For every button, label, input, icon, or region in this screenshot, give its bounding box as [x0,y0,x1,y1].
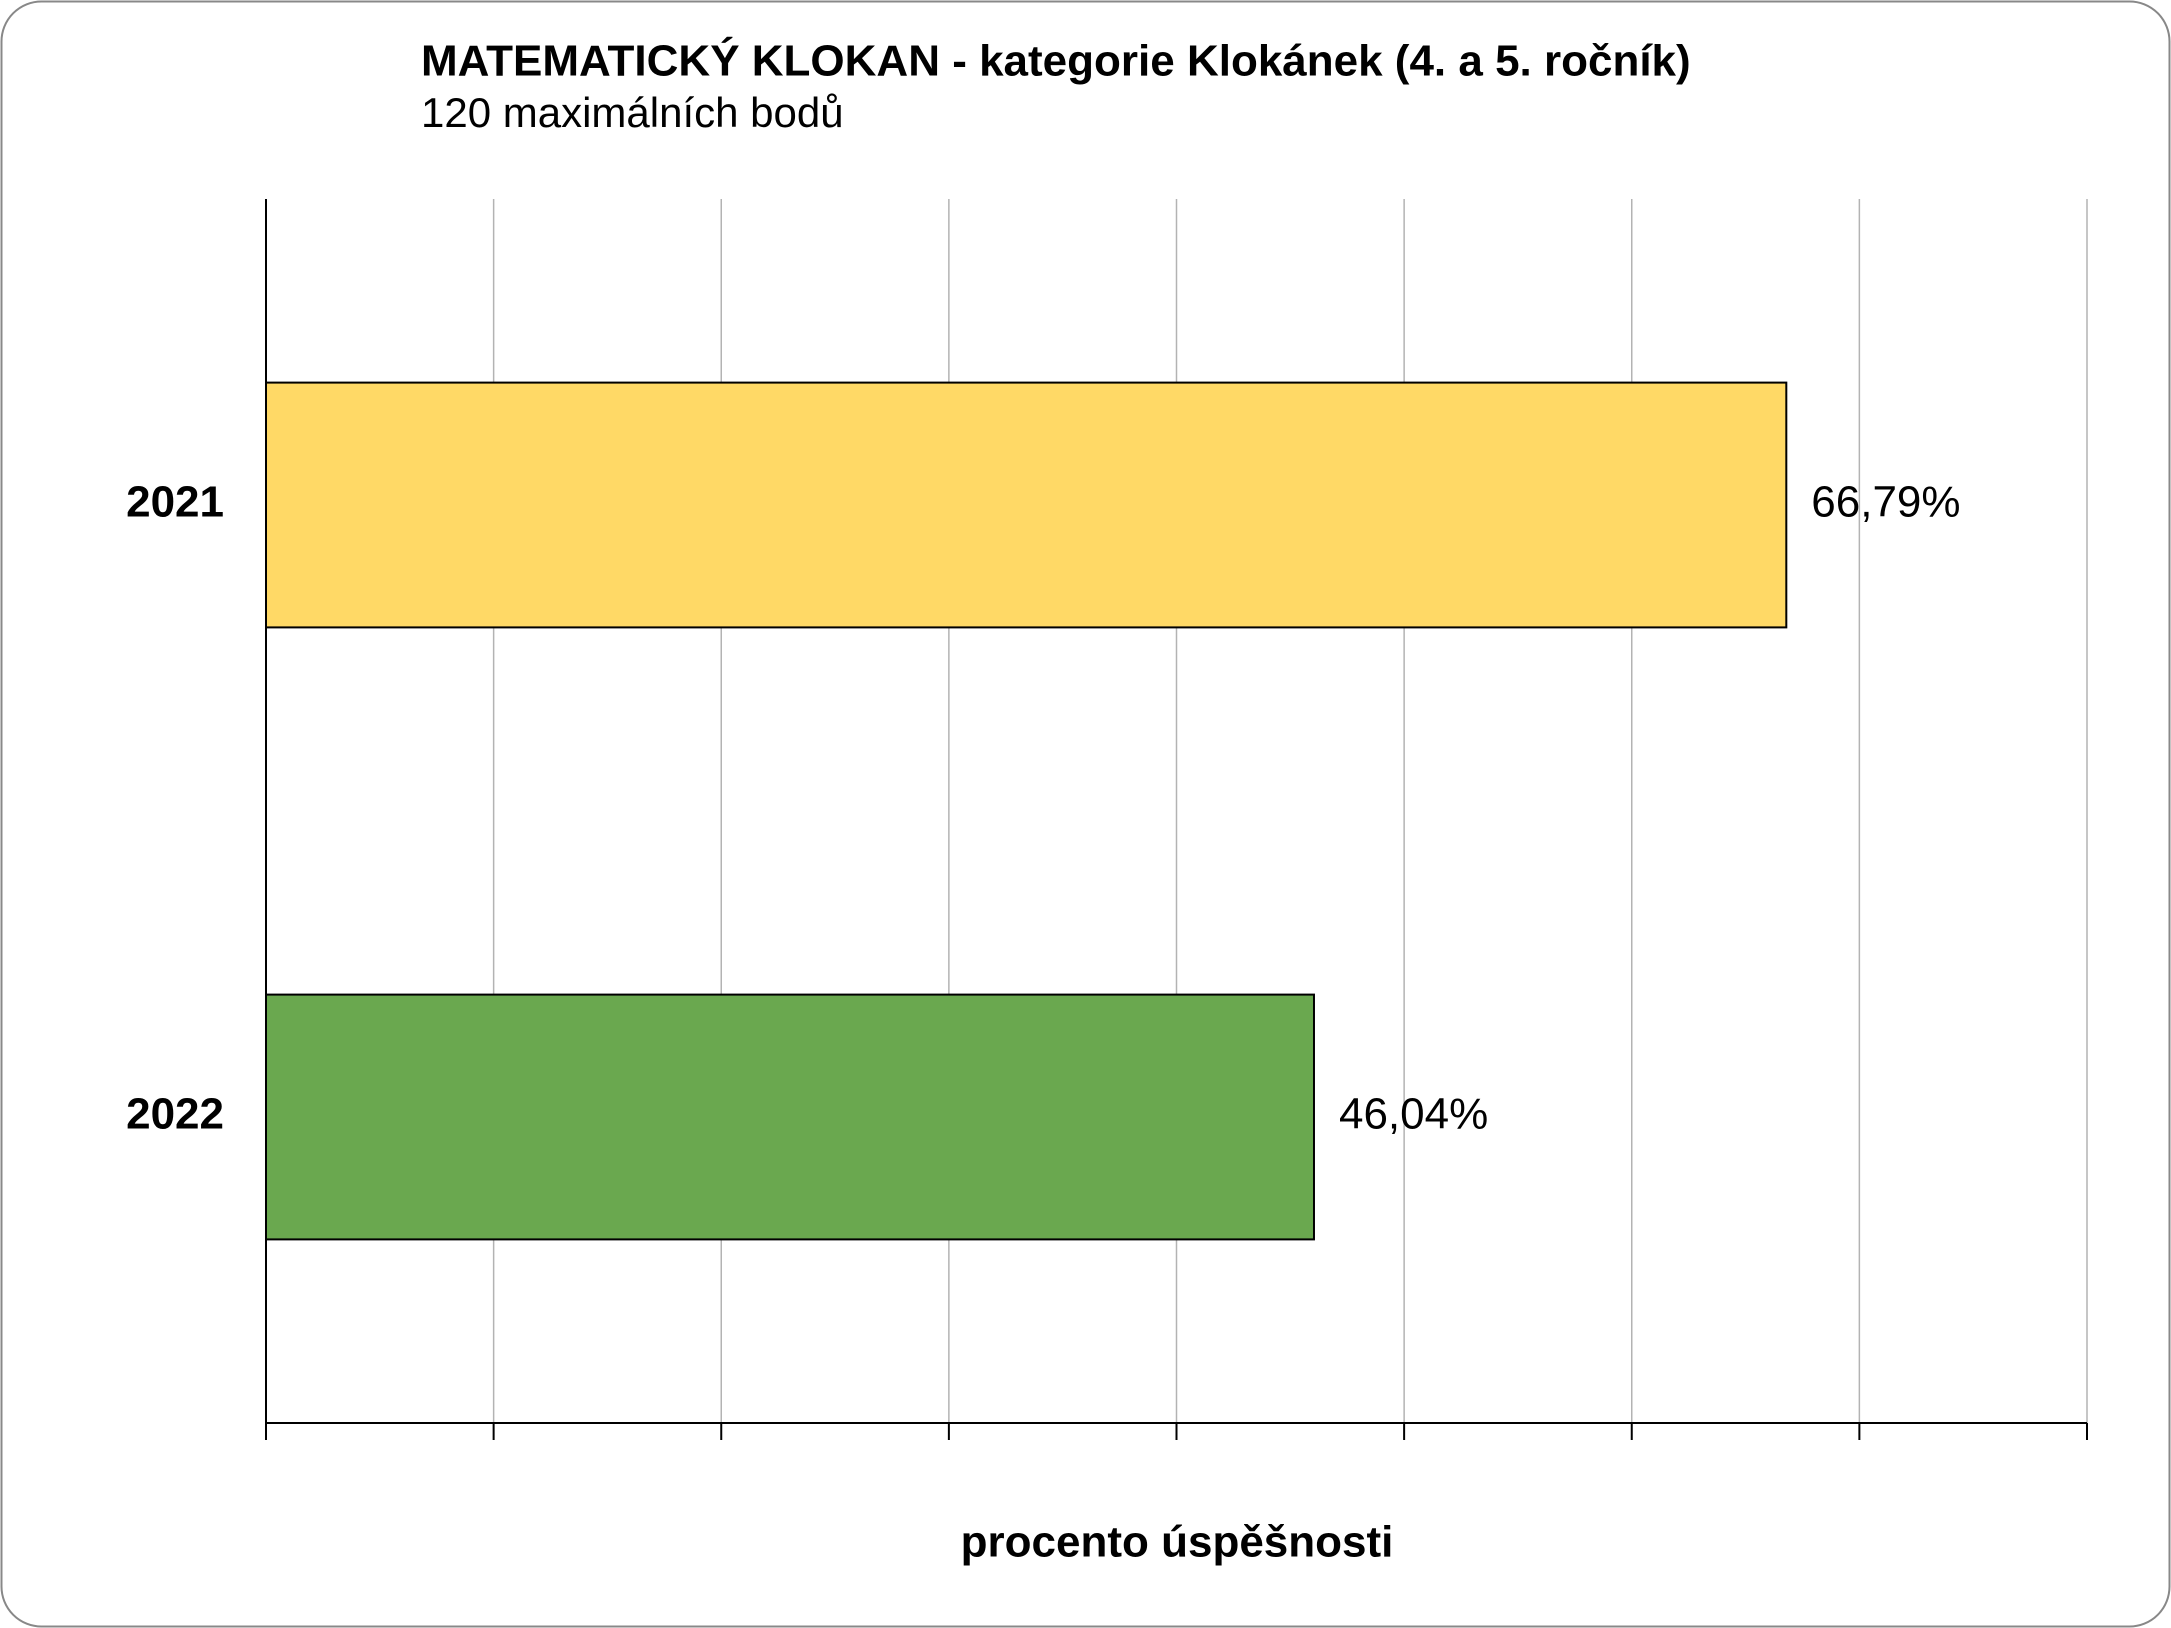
data-label: 46,04% [1339,1090,1488,1139]
chart-subtitle: 120 maximálních bodů [421,89,844,136]
chart-title: MATEMATICKÝ KLOKAN - kategorie Klokánek … [421,36,1691,86]
data-label: 66,79% [1811,478,1960,527]
x-axis-label: procento úspěšnosti [961,1518,1394,1567]
y-tick-label: 2022 [126,1090,224,1139]
y-tick-label: 2021 [126,478,224,527]
bar [265,381,1788,629]
bar [265,993,1315,1241]
